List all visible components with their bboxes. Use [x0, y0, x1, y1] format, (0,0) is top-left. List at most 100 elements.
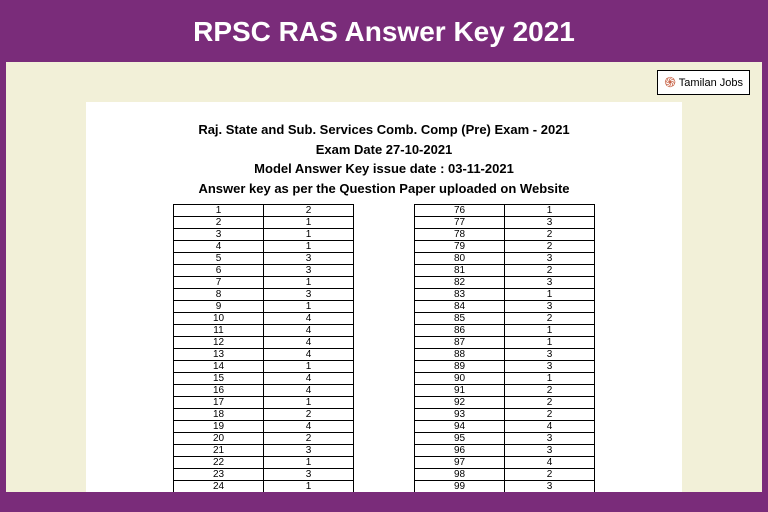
question-cell: 10 — [174, 313, 264, 325]
answer-cell: 1 — [264, 361, 354, 373]
table-row: 912 — [415, 385, 595, 397]
answer-cell: 2 — [505, 265, 595, 277]
question-cell: 88 — [415, 349, 505, 361]
answer-cell: 4 — [264, 385, 354, 397]
table-row: 41 — [174, 241, 354, 253]
inner-panel: ֍ Tamilan Jobs Raj. State and Sub. Servi… — [6, 62, 762, 492]
answer-cell: 2 — [505, 385, 595, 397]
table-row: 213 — [174, 445, 354, 457]
sheet-header-line4: Answer key as per the Question Paper upl… — [116, 179, 652, 199]
answer-cell: 3 — [505, 217, 595, 229]
question-cell: 92 — [415, 397, 505, 409]
table-row: 812 — [415, 265, 595, 277]
question-cell: 13 — [174, 349, 264, 361]
question-cell: 4 — [174, 241, 264, 253]
answer-cell: 4 — [264, 313, 354, 325]
answer-cell: 1 — [264, 397, 354, 409]
answer-cell: 4 — [264, 373, 354, 385]
outer-frame: RPSC RAS Answer Key 2021 ֍ Tamilan Jobs … — [0, 0, 768, 512]
answer-cell: 3 — [505, 349, 595, 361]
answer-cell: 1 — [264, 481, 354, 493]
question-cell: 91 — [415, 385, 505, 397]
tables-row: 1221314153637183911041141241341411541641… — [116, 204, 652, 492]
question-cell: 86 — [415, 325, 505, 337]
table-row: 953 — [415, 433, 595, 445]
table-row: 63 — [174, 265, 354, 277]
answer-cell: 3 — [264, 469, 354, 481]
table-row: 114 — [174, 325, 354, 337]
table-row: 141 — [174, 361, 354, 373]
question-cell: 14 — [174, 361, 264, 373]
table-row: 21 — [174, 217, 354, 229]
question-cell: 78 — [415, 229, 505, 241]
question-cell: 11 — [174, 325, 264, 337]
question-cell: 1 — [174, 205, 264, 217]
answer-cell: 4 — [505, 421, 595, 433]
question-cell: 16 — [174, 385, 264, 397]
question-cell: 18 — [174, 409, 264, 421]
answer-cell: 3 — [505, 277, 595, 289]
table-row: 53 — [174, 253, 354, 265]
question-cell: 9 — [174, 301, 264, 313]
table-row: 171 — [174, 397, 354, 409]
answer-cell: 2 — [505, 397, 595, 409]
question-cell: 2 — [174, 217, 264, 229]
table-row: 164 — [174, 385, 354, 397]
table-row: 233 — [174, 469, 354, 481]
table-row: 883 — [415, 349, 595, 361]
question-cell: 83 — [415, 289, 505, 301]
table-row: 871 — [415, 337, 595, 349]
table-row: 982 — [415, 469, 595, 481]
logo-badge: ֍ Tamilan Jobs — [657, 70, 750, 95]
answer-cell: 2 — [264, 433, 354, 445]
question-cell: 96 — [415, 445, 505, 457]
table-row: 861 — [415, 325, 595, 337]
table-row: 944 — [415, 421, 595, 433]
question-cell: 17 — [174, 397, 264, 409]
question-cell: 81 — [415, 265, 505, 277]
question-cell: 77 — [415, 217, 505, 229]
answer-cell: 3 — [505, 361, 595, 373]
answer-cell: 2 — [505, 241, 595, 253]
table-row: 893 — [415, 361, 595, 373]
answer-cell: 1 — [505, 289, 595, 301]
sheet-header: Raj. State and Sub. Services Comb. Comp … — [116, 120, 652, 198]
table-row: 901 — [415, 373, 595, 385]
table-row: 823 — [415, 277, 595, 289]
answer-cell: 1 — [264, 229, 354, 241]
table-row: 221 — [174, 457, 354, 469]
table-row: 761 — [415, 205, 595, 217]
table-row: 71 — [174, 277, 354, 289]
question-cell: 15 — [174, 373, 264, 385]
question-cell: 95 — [415, 433, 505, 445]
question-cell: 19 — [174, 421, 264, 433]
table-row: 843 — [415, 301, 595, 313]
table-row: 782 — [415, 229, 595, 241]
question-cell: 90 — [415, 373, 505, 385]
answer-cell: 3 — [264, 445, 354, 457]
sheet-header-line1: Raj. State and Sub. Services Comb. Comp … — [116, 120, 652, 140]
answer-cell: 2 — [264, 409, 354, 421]
table-row: 154 — [174, 373, 354, 385]
answer-cell: 4 — [264, 421, 354, 433]
answer-cell: 3 — [264, 253, 354, 265]
question-cell: 94 — [415, 421, 505, 433]
table-row: 194 — [174, 421, 354, 433]
question-cell: 76 — [415, 205, 505, 217]
answer-cell: 1 — [264, 301, 354, 313]
answer-table-left: 1221314153637183911041141241341411541641… — [173, 204, 354, 492]
answer-cell: 4 — [264, 325, 354, 337]
table-row: 773 — [415, 217, 595, 229]
answer-cell: 3 — [264, 265, 354, 277]
answer-cell: 3 — [505, 433, 595, 445]
question-cell: 97 — [415, 457, 505, 469]
sheet-header-line2: Exam Date 27-10-2021 — [116, 140, 652, 160]
answer-cell: 3 — [505, 301, 595, 313]
question-cell: 85 — [415, 313, 505, 325]
table-row: 922 — [415, 397, 595, 409]
table-row: 831 — [415, 289, 595, 301]
table-row: 792 — [415, 241, 595, 253]
answer-cell: 1 — [505, 325, 595, 337]
question-cell: 22 — [174, 457, 264, 469]
sheet-header-line3: Model Answer Key issue date : 03-11-2021 — [116, 159, 652, 179]
